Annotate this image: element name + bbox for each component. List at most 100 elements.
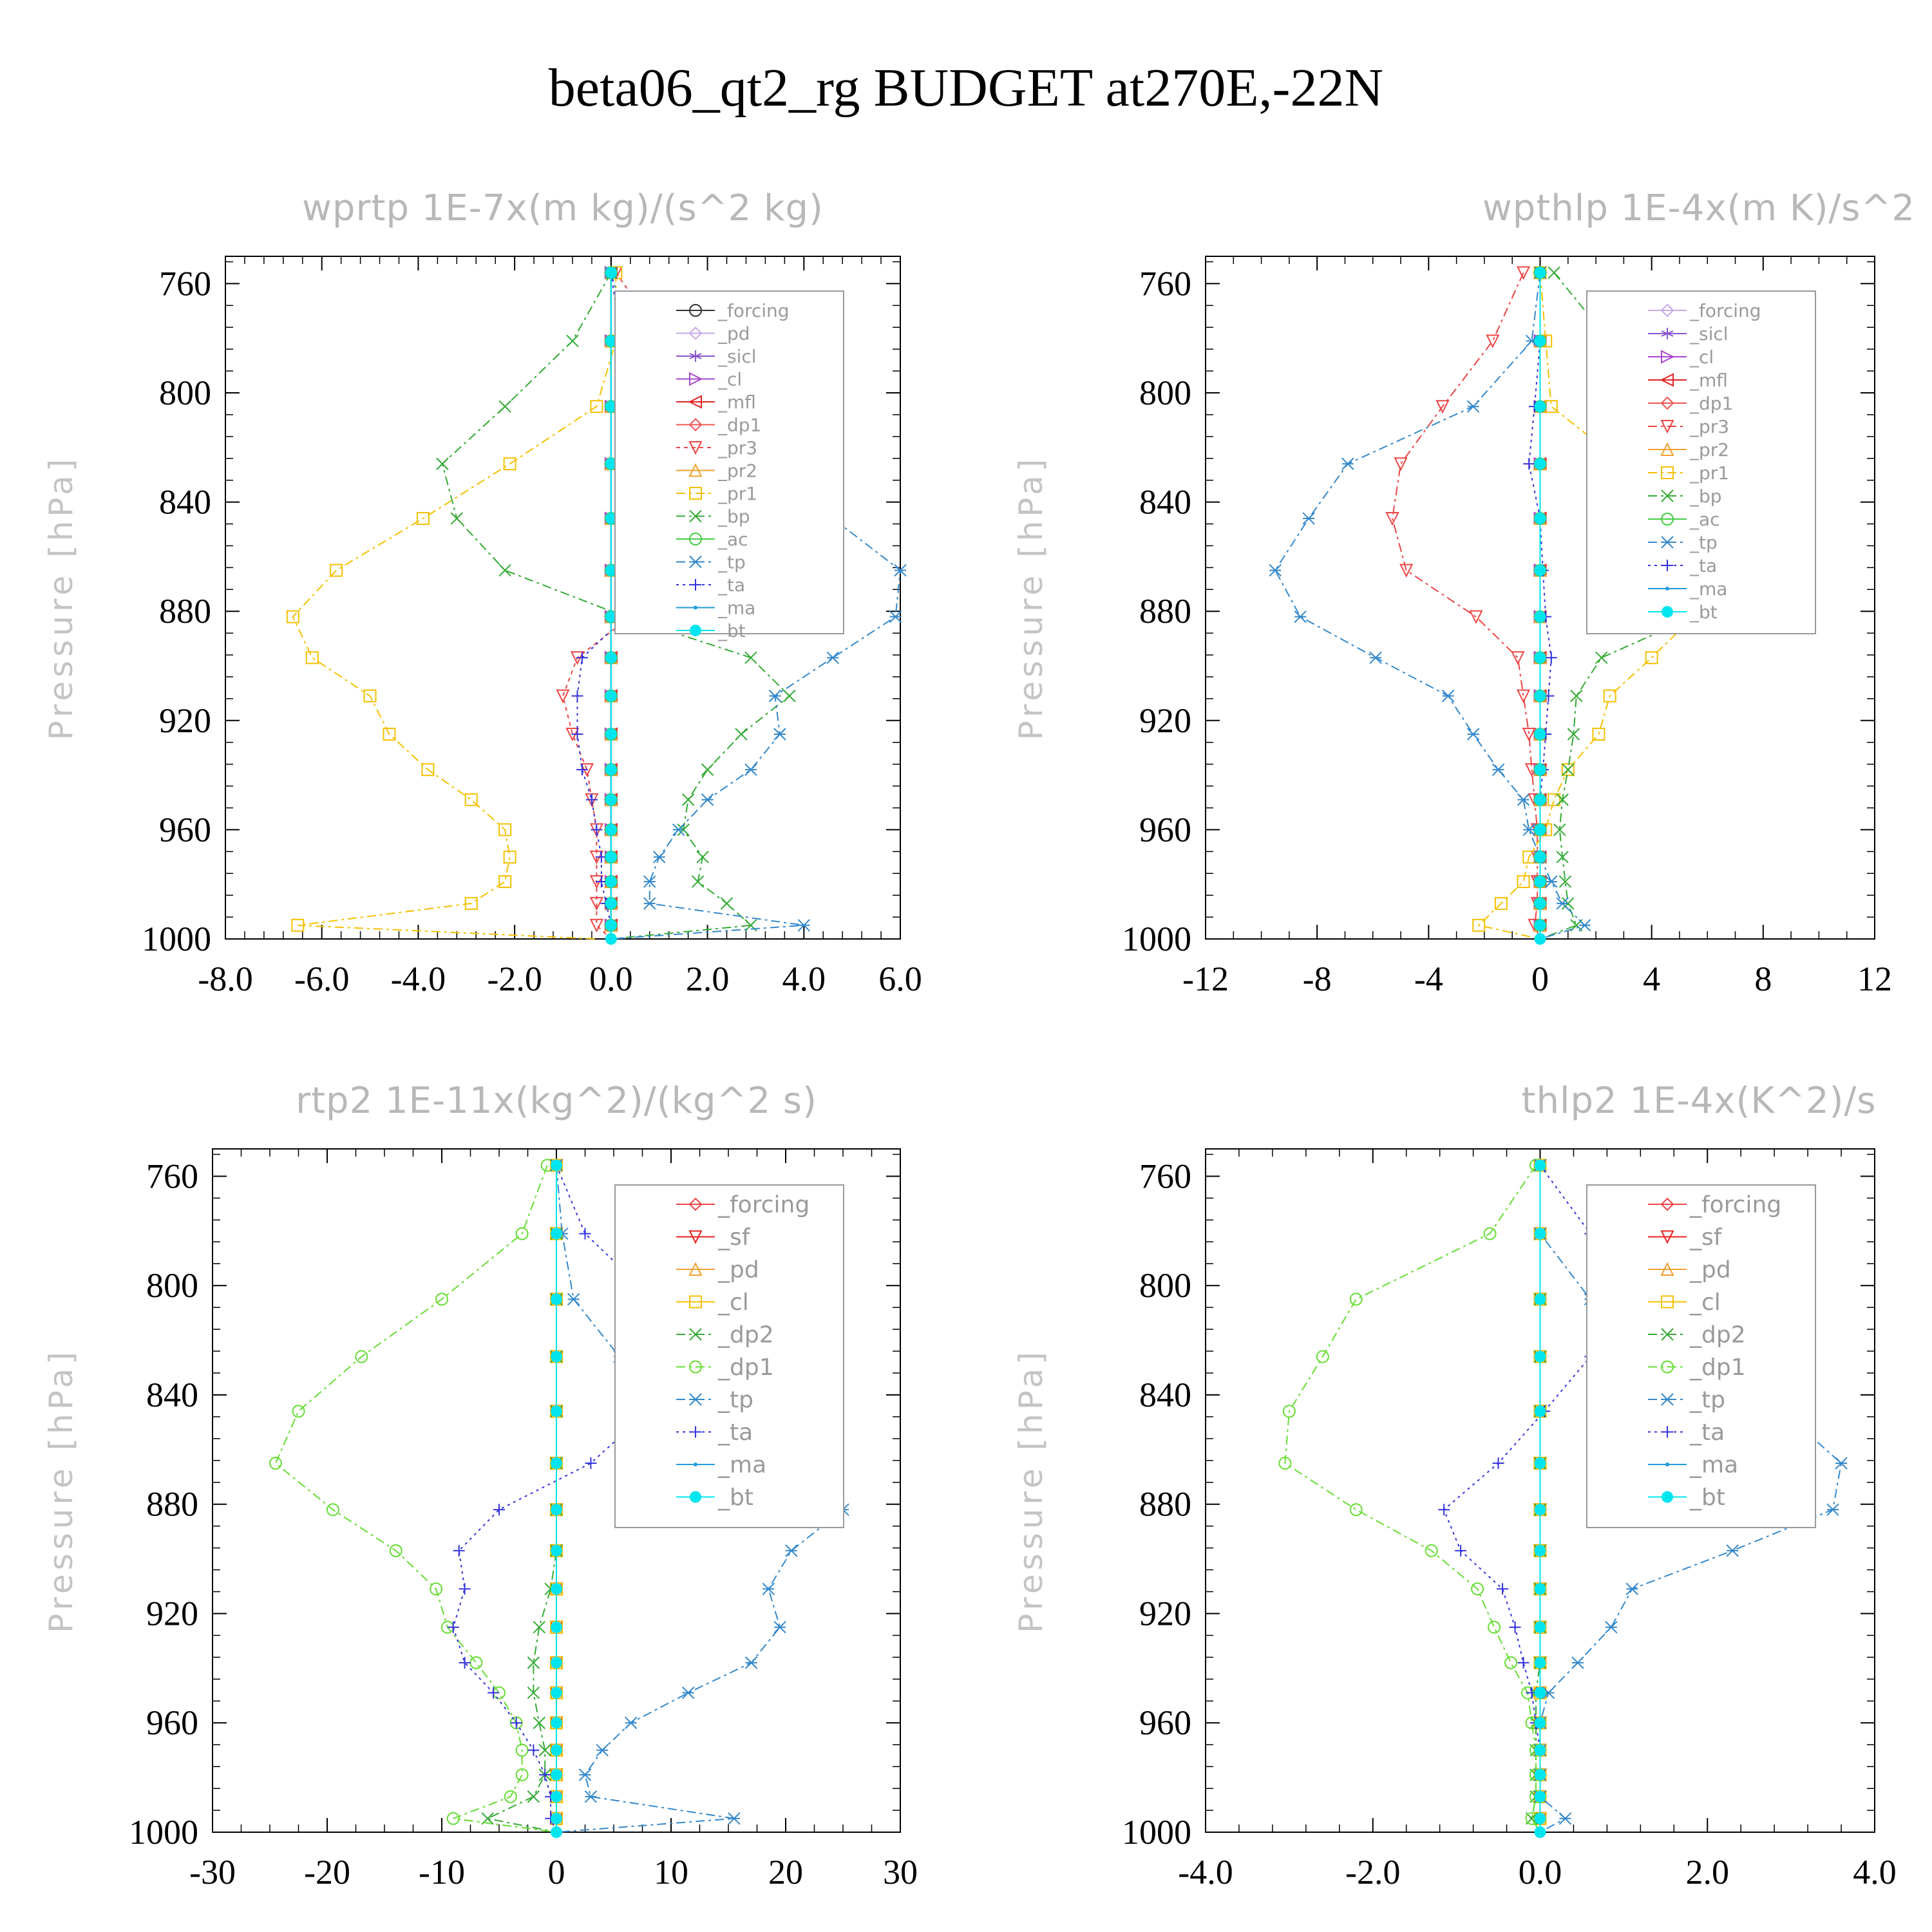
series-point <box>1534 267 1546 279</box>
y-axis-label: Pressure [hPa] <box>43 455 80 741</box>
series-point <box>1522 823 1535 837</box>
x-tick-label: 8 <box>1754 960 1772 998</box>
legend-label: _bp <box>717 506 750 527</box>
legend-item: _pr1 <box>676 483 757 504</box>
series-point <box>744 1656 758 1669</box>
legend-point <box>1662 606 1673 618</box>
y-tick-label: 880 <box>146 1485 198 1524</box>
legend-point <box>1660 373 1674 387</box>
series-point <box>1595 651 1608 664</box>
x-tick-label: -20 <box>304 1853 350 1891</box>
series-bt <box>1534 1159 1546 1838</box>
series-point <box>585 1457 597 1470</box>
panel-4: thlp2 1E-4x(K^2)/s Pressure [hPa] -4.0 -2.0… <box>1012 1080 1897 1891</box>
series-point <box>1570 689 1583 703</box>
series-point <box>826 651 839 664</box>
legend-item: _pr3 <box>676 437 757 459</box>
series-point <box>1466 728 1480 741</box>
series-point <box>605 267 617 279</box>
series-line <box>274 1165 557 1833</box>
series-point <box>605 652 617 664</box>
series-point <box>571 728 583 740</box>
series-point <box>1469 610 1483 624</box>
series-point <box>591 824 603 836</box>
y-tick-label: 760 <box>1139 264 1191 303</box>
y-tick-label: 1000 <box>142 920 211 958</box>
series-point <box>459 1583 471 1595</box>
series-point <box>551 1457 562 1470</box>
series-point <box>720 897 734 910</box>
legend-label: _pr2 <box>717 460 757 481</box>
legend-item: _tp <box>676 1387 753 1414</box>
legend-item: _ta <box>676 1419 753 1446</box>
series-bt <box>605 267 617 945</box>
legend-label: _ma <box>717 597 755 618</box>
series-point <box>436 457 449 470</box>
legend-label: _pd <box>717 1257 759 1283</box>
series-point <box>571 690 583 702</box>
legend-point <box>1665 1463 1669 1466</box>
legend-point <box>688 463 703 477</box>
series-point <box>493 1504 505 1516</box>
legend-box <box>1586 1184 1816 1528</box>
series-point <box>1534 764 1546 776</box>
series-point <box>1534 1504 1546 1516</box>
x-tick-label: -4.0 <box>1178 1853 1233 1891</box>
legend-point <box>1661 350 1675 364</box>
series-point <box>1571 1656 1584 1669</box>
series-point <box>596 1743 609 1757</box>
legend-point <box>689 304 702 317</box>
legend-item: _bt <box>676 1484 753 1511</box>
series-point <box>579 1227 591 1240</box>
series-point <box>1556 897 1569 910</box>
series-point <box>1534 1544 1546 1557</box>
legend-point <box>1660 420 1674 434</box>
x-tick-label: -8 <box>1303 960 1332 998</box>
series-point <box>605 564 617 576</box>
series-point <box>510 1717 522 1729</box>
series-point <box>447 1621 459 1633</box>
series-point <box>1435 400 1450 414</box>
series-point <box>551 1687 562 1699</box>
legend-label: _sicl <box>1689 323 1728 345</box>
legend-item: _ac <box>1648 509 1720 530</box>
series-point <box>1494 896 1508 910</box>
legend-point <box>690 579 701 591</box>
legend-point <box>689 555 702 569</box>
y-tick-label: 1000 <box>1122 1813 1191 1852</box>
legend-point <box>1661 466 1674 479</box>
x-tick-label: -8.0 <box>198 960 252 998</box>
series-point <box>363 689 377 703</box>
series-point <box>556 689 570 703</box>
x-tick-label: -2.0 <box>1345 1853 1400 1891</box>
series-point <box>1349 1293 1363 1306</box>
legend-label: _mfl <box>1689 370 1728 391</box>
series-point <box>1645 651 1658 665</box>
figure-title: beta06_qt2_rg BUDGET at270E,-22N <box>548 58 1384 118</box>
series-point <box>464 793 478 806</box>
legend-item: _bt <box>1648 1484 1725 1511</box>
legend-label: _ac <box>1689 509 1720 530</box>
x-tick-label: -12 <box>1182 960 1229 998</box>
legend-label: _bt <box>1689 601 1718 623</box>
legend-item: _dp1 <box>1648 1354 1746 1381</box>
series-point <box>1545 875 1558 888</box>
legend-label: _ma <box>1689 578 1727 600</box>
series-point <box>1394 457 1408 471</box>
legend-label: _tp <box>1689 532 1718 553</box>
legend-label: _ma <box>1689 1452 1738 1479</box>
y-axis-label: Pressure [hPa] <box>1012 1348 1050 1633</box>
legend-label: _forcing <box>717 1192 810 1218</box>
legend-point <box>1661 1393 1674 1406</box>
series-pr1 <box>286 266 623 940</box>
legend-box <box>614 290 844 634</box>
legend-point <box>689 372 703 386</box>
series-point <box>605 401 617 413</box>
series-point <box>1534 335 1546 347</box>
series-point <box>567 1293 580 1306</box>
series-point <box>1385 512 1399 526</box>
series-line <box>1477 272 1694 940</box>
legend: _forcing_pd_sicl_cl_mfl_dp1_pr3_pr2_pr1_… <box>614 290 844 641</box>
series-point <box>551 1504 562 1516</box>
panel-3: rtp2 1E-11x(kg^2)/(kg^2 s) Pressure [hPa]… <box>43 1080 918 1891</box>
